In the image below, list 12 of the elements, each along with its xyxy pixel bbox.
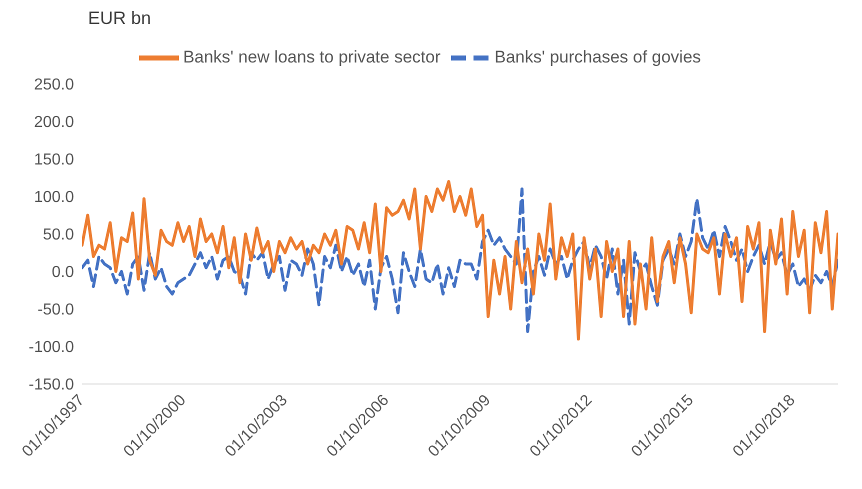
- y-tick-label: 150.0: [34, 152, 74, 169]
- y-tick-label: -150.0: [28, 376, 74, 394]
- y-tick-label: 0.0: [52, 264, 74, 282]
- y-axis-title: EUR bn: [87, 8, 152, 30]
- y-tick-label: 50.0: [42, 226, 74, 244]
- y-tick-label: -100.0: [28, 339, 74, 356]
- y-tick-label: 250.0: [34, 76, 74, 94]
- y-tick-label: 100.0: [34, 189, 74, 206]
- legend-label: Banks' purchases of govies: [494, 47, 701, 66]
- y-tick-label: 200.0: [34, 114, 74, 132]
- y-tick-label: -50.0: [38, 302, 74, 319]
- legend-label: Banks' new loans to private sector: [183, 47, 440, 66]
